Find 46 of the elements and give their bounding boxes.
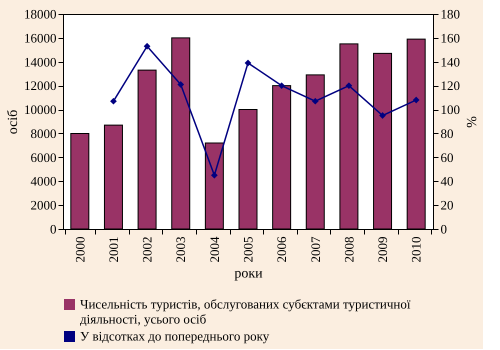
point <box>110 98 117 105</box>
point <box>144 42 150 50</box>
x-tick-label: 2006 <box>274 236 290 262</box>
point <box>312 98 319 105</box>
legend-label: Чисельність туристів, обслугованих субєктами туристичної діяльності, усього осіб <box>80 296 411 326</box>
y2-axis-title: % <box>463 116 478 128</box>
y-tick-label: 18000 <box>24 6 56 22</box>
y2-tick-label: 0 <box>440 222 447 236</box>
point <box>346 82 352 90</box>
y2-tick-label: 140 <box>440 54 460 70</box>
x-tick-label: 2001 <box>106 236 121 262</box>
y-tick-label: 0 <box>50 222 56 236</box>
x-tick-label: 2010 <box>408 236 424 262</box>
y-tick-label: 12000 <box>24 78 56 94</box>
y2-tick-label: 40 <box>440 174 454 189</box>
x-axis-title: роки <box>234 266 264 282</box>
y2-tick-label: 80 <box>440 126 454 141</box>
x-tick-label: 2005 <box>240 236 256 262</box>
y-tick-label: 16000 <box>24 30 56 46</box>
y2-tick-label: 180 <box>440 6 460 22</box>
point <box>211 172 218 179</box>
y2-tick-label: 160 <box>440 30 460 46</box>
x-tick-label: 2007 <box>308 236 323 262</box>
x-tick-label: 2008 <box>341 236 356 262</box>
x-tick-label: 2000 <box>72 236 88 262</box>
x-tick-label: 2002 <box>140 236 155 262</box>
legend-label: У відсотках до попереднього року <box>80 328 270 344</box>
y-tick-label: 14000 <box>24 54 56 70</box>
point <box>244 60 252 66</box>
y-tick-label: 10000 <box>24 102 56 118</box>
y2-tick-label: 20 <box>440 198 454 213</box>
y2-tick-label: 100 <box>440 102 460 118</box>
point <box>412 96 420 104</box>
point <box>379 112 386 119</box>
y2-tick-label: 120 <box>440 78 460 94</box>
y-axis-title: осіб <box>6 110 21 134</box>
x-tick-label: 2004 <box>206 236 222 262</box>
y-tick-label: 2000 <box>30 198 56 213</box>
x-tick-label: 2009 <box>375 236 390 262</box>
y2-tick-label: 60 <box>440 150 454 165</box>
y-tick-label: 4000 <box>30 174 56 189</box>
y-tick-label: 8000 <box>30 126 56 141</box>
y-tick-label: 6000 <box>30 150 56 165</box>
x-tick-label: 2003 <box>173 236 188 262</box>
point <box>278 82 285 90</box>
point <box>177 81 184 88</box>
